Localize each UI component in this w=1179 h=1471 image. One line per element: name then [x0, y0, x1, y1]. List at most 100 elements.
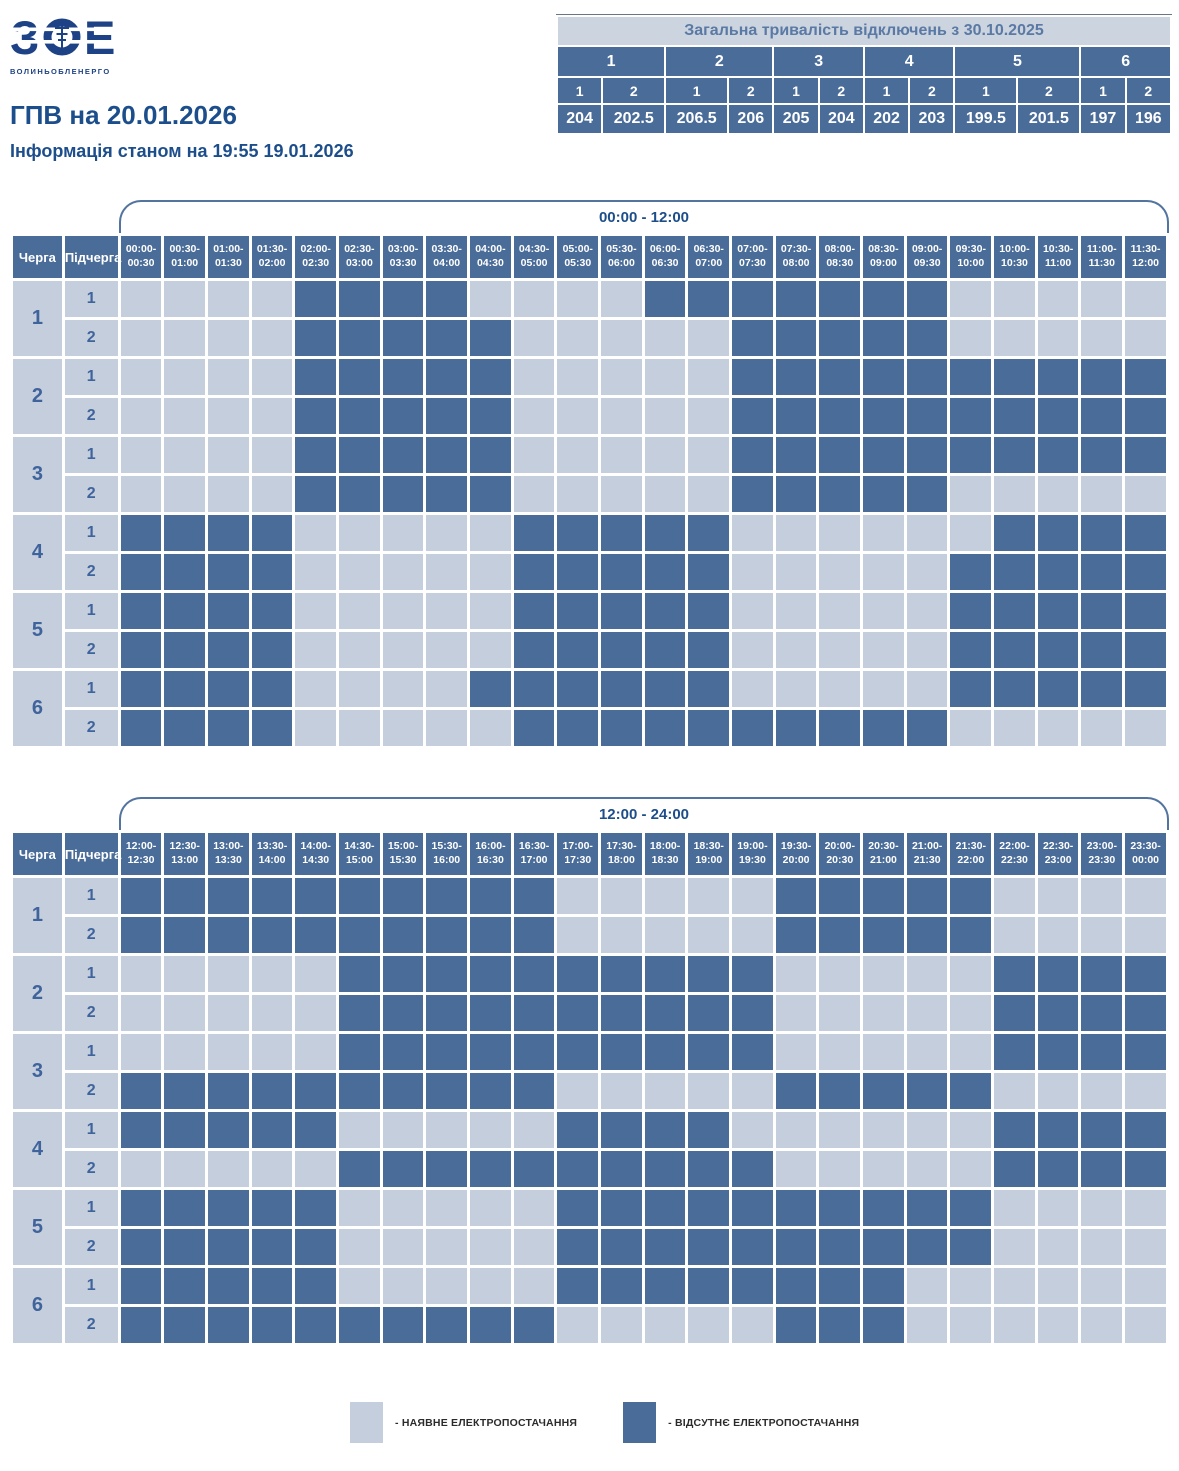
outage-cell [1081, 1034, 1123, 1070]
outage-cell [557, 1112, 599, 1148]
power-on-cell [295, 554, 337, 590]
time-slot-header: 06:30- 07:00 [688, 236, 730, 278]
outage-cell [470, 1034, 511, 1070]
power-on-cell [1037, 710, 1079, 746]
power-on-cell [339, 1229, 380, 1265]
outage-cell [819, 398, 861, 434]
power-on-cell [557, 917, 599, 953]
outage-cell [863, 1073, 904, 1109]
outage-cell [601, 1229, 642, 1265]
power-on-cell [1081, 1190, 1123, 1226]
outage-cell [513, 878, 555, 914]
power-on-cell [470, 1229, 511, 1265]
power-on-cell [819, 593, 861, 629]
outage-cell [426, 437, 468, 473]
power-on-cell [382, 554, 424, 590]
outage-cell [950, 437, 992, 473]
outage-cell [732, 1190, 773, 1226]
outage-cell [339, 1151, 380, 1187]
time-slot-header: 17:00- 17:30 [557, 833, 599, 875]
time-slot-header: 21:30- 22:00 [950, 833, 992, 875]
power-on-cell [513, 281, 555, 317]
outage-cell [426, 917, 468, 953]
outage-cell [120, 1190, 162, 1226]
outage-cell [688, 671, 730, 707]
power-on-cell [557, 359, 599, 395]
schedule-row-queue-4-sub-2: 2 [13, 1151, 1166, 1187]
outage-cell [513, 671, 555, 707]
time-slot-header: 19:00- 19:30 [732, 833, 773, 875]
power-on-cell [251, 281, 293, 317]
outage-cell [251, 1112, 293, 1148]
outage-cell [557, 632, 599, 668]
schedule-row-queue-2-sub-2: 2 [13, 995, 1166, 1031]
outage-cell [295, 1307, 337, 1343]
outage-cell [339, 917, 380, 953]
summary-total-hours: 197 [1081, 105, 1125, 133]
power-on-cell [164, 1034, 206, 1070]
summary-table: Загальна тривалість відключень з 30.10.2… [556, 14, 1172, 135]
summary-total-hours: 206 [729, 105, 773, 133]
outage-cell [863, 710, 904, 746]
outage-cell [1125, 359, 1166, 395]
power-on-cell [644, 320, 686, 356]
power-on-cell [819, 554, 861, 590]
power-on-cell [994, 1190, 1035, 1226]
power-on-cell [208, 359, 249, 395]
outage-cell [906, 1229, 948, 1265]
subqueue-label: 1 [64, 1268, 118, 1304]
power-on-cell [688, 359, 730, 395]
power-on-cell [120, 281, 162, 317]
schedule-row-queue-5-sub-2: 2 [13, 632, 1166, 668]
power-on-cell [164, 995, 206, 1031]
time-slot-header: 18:30- 19:00 [688, 833, 730, 875]
power-on-cell [1125, 1307, 1166, 1343]
power-on-cell [775, 956, 817, 992]
page-subtitle: Інформація станом на 19:55 19.01.2026 [10, 141, 354, 161]
power-on-cell [1081, 917, 1123, 953]
outage-cell [775, 437, 817, 473]
outage-cell [775, 1073, 817, 1109]
outage-cell [470, 320, 511, 356]
outage-cell [295, 320, 337, 356]
svg-text:Е: Е [84, 12, 115, 64]
outage-cell [557, 671, 599, 707]
outage-cell [1081, 995, 1123, 1031]
power-on-cell [644, 476, 686, 512]
outage-cell [339, 995, 380, 1031]
power-on-cell [1081, 1073, 1123, 1109]
outage-cell [164, 1229, 206, 1265]
outage-cell [1125, 593, 1166, 629]
power-on-cell [994, 710, 1035, 746]
power-on-cell [120, 398, 162, 434]
power-on-cell [601, 878, 642, 914]
outage-cell [819, 917, 861, 953]
outage-cell [295, 917, 337, 953]
outage-cell [557, 956, 599, 992]
subqueue-column-header: Підчерга [64, 833, 121, 875]
outage-cell [1081, 398, 1123, 434]
time-slot-header: 20:00- 20:30 [819, 833, 861, 875]
time-slot-header: 09:30- 10:00 [950, 236, 992, 278]
power-on-cell [732, 1112, 773, 1148]
power-on-cell [295, 995, 337, 1031]
outage-cell [339, 878, 380, 914]
outage-cell [382, 1307, 424, 1343]
outage-cell [339, 437, 380, 473]
outage-cell [644, 632, 686, 668]
outage-cell [295, 476, 337, 512]
subqueue-label: 2 [64, 320, 118, 356]
outage-cell [164, 1190, 206, 1226]
summary-queue-header: 1 [558, 47, 665, 76]
outage-cell [251, 593, 293, 629]
power-on-cell [164, 476, 206, 512]
outage-cell [339, 1307, 380, 1343]
queue-label: 2 [13, 956, 62, 1031]
outage-cell [688, 281, 730, 317]
power-on-cell [819, 1034, 861, 1070]
outage-cell [1125, 956, 1166, 992]
power-on-cell [863, 1034, 904, 1070]
power-on-cell [251, 359, 293, 395]
subqueue-label: 1 [64, 671, 118, 707]
